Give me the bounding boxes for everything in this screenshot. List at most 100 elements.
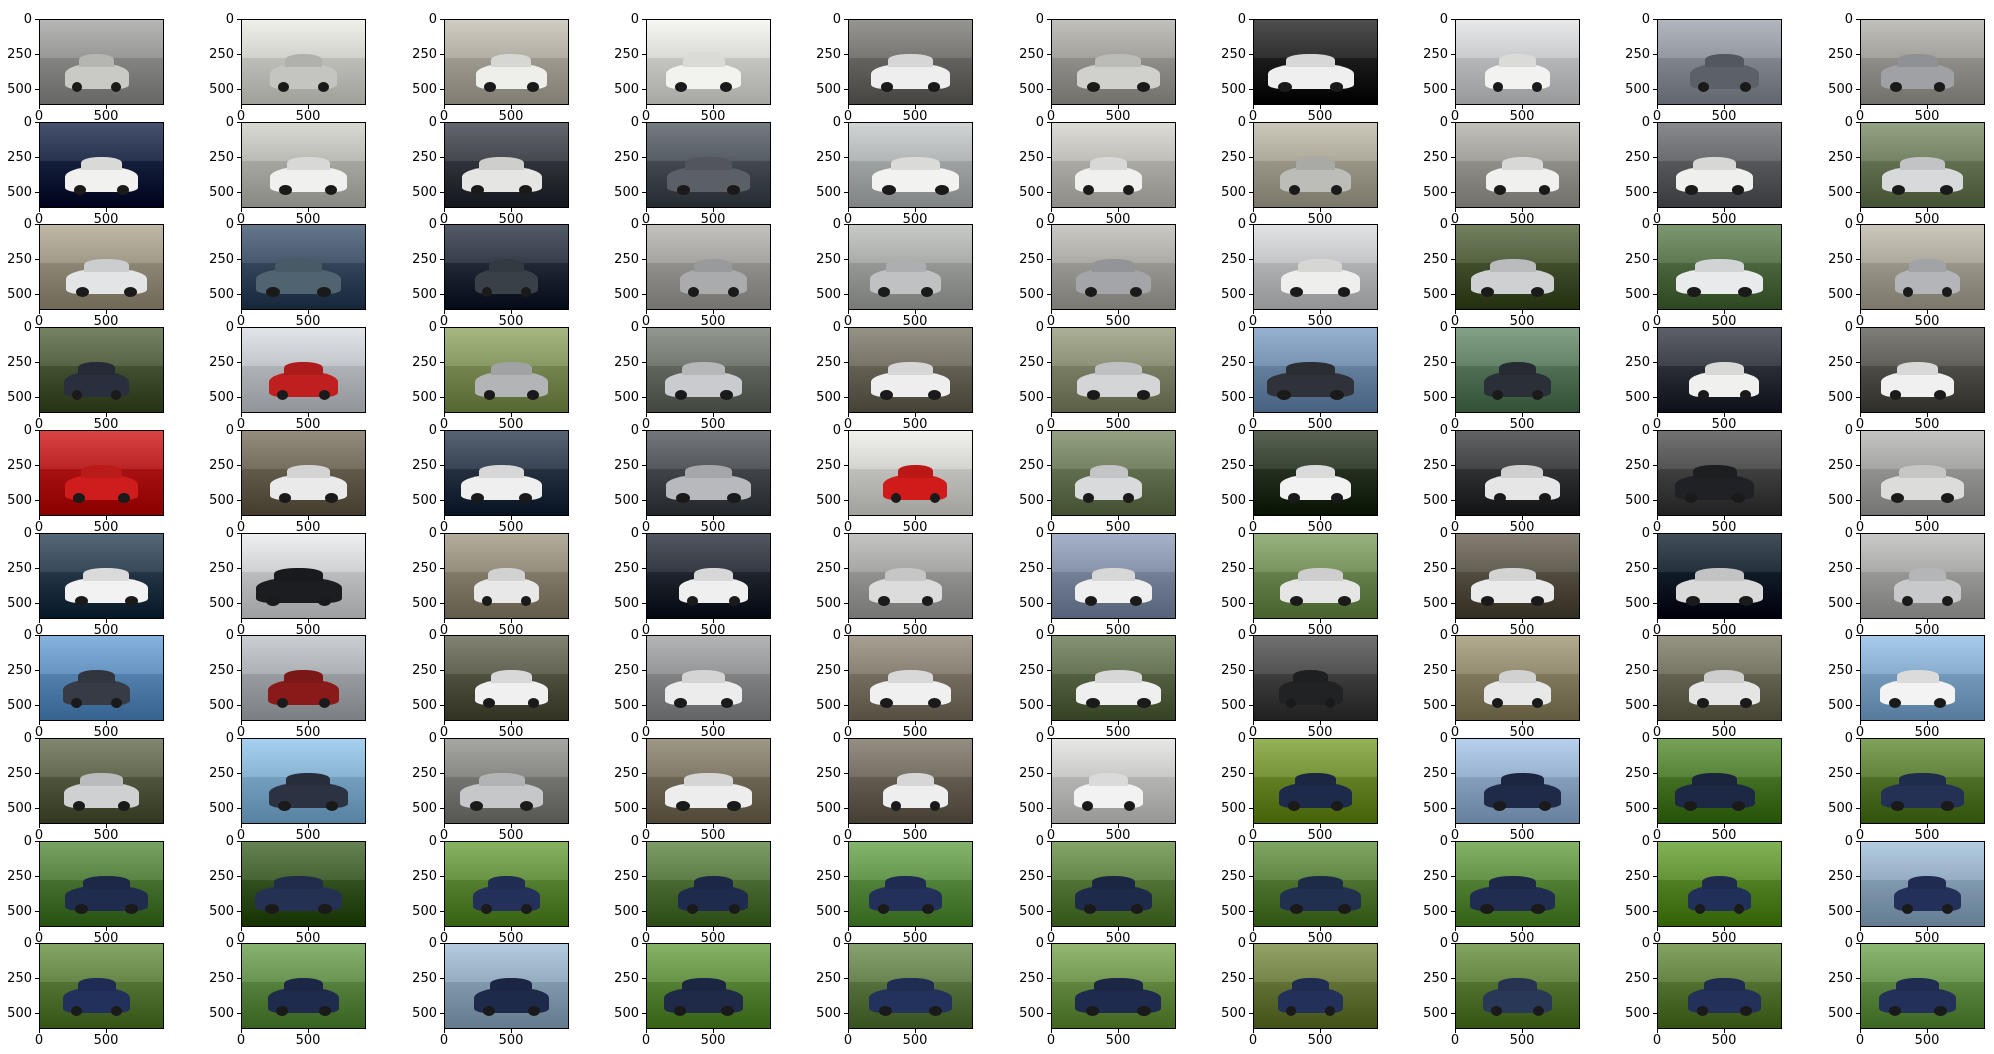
y-tick-mark	[1856, 808, 1860, 809]
y-tick-mark	[1047, 705, 1051, 706]
y-tick-label: 500	[1221, 698, 1246, 713]
x-tick-mark	[1724, 1029, 1725, 1033]
car	[882, 782, 948, 812]
y-tick-label: 0	[1844, 526, 1853, 541]
x-tick-mark	[1051, 413, 1052, 417]
y-tick-label: 0	[1439, 115, 1448, 130]
x-tick-mark	[1522, 310, 1523, 314]
car	[1689, 63, 1759, 93]
y-tick-mark	[237, 54, 241, 55]
x-tick-mark	[444, 413, 445, 417]
y-tick-label: 250	[614, 252, 639, 267]
y-tick-label: 500	[412, 390, 437, 405]
y-tick-label: 500	[209, 698, 234, 713]
y-tick-label: 0	[428, 217, 437, 232]
car	[269, 474, 348, 504]
x-tick-mark	[1657, 721, 1658, 725]
car-photo	[848, 430, 973, 516]
y-tick-label: 250	[1019, 971, 1044, 986]
y-tick-mark	[642, 465, 646, 466]
x-tick-mark	[1118, 310, 1119, 314]
x-tick-label: 0	[34, 212, 44, 227]
x-tick-mark	[646, 105, 647, 109]
y-tick-mark	[237, 773, 241, 774]
x-tick-mark	[1860, 310, 1861, 314]
y-tick-mark	[237, 397, 241, 398]
x-tick-mark	[1253, 413, 1254, 417]
x-tick-mark	[713, 927, 714, 931]
car-photo	[1051, 19, 1176, 105]
y-tick-mark	[1451, 397, 1455, 398]
x-tick-label: 0	[236, 1033, 246, 1048]
x-tick-mark	[241, 516, 242, 520]
y-tick-mark	[237, 670, 241, 671]
car	[1075, 987, 1162, 1017]
x-tick-mark	[848, 1029, 849, 1033]
car	[269, 371, 338, 401]
y-tick-label: 0	[428, 731, 437, 746]
x-tick-mark	[1724, 310, 1725, 314]
y-tick-label: 500	[412, 493, 437, 508]
x-tick-mark	[915, 516, 916, 520]
car-photo	[1253, 841, 1378, 927]
car	[473, 885, 540, 915]
x-tick-mark	[1118, 208, 1119, 212]
x-tick-mark	[1522, 721, 1523, 725]
y-tick-mark	[1249, 568, 1253, 569]
car-photo	[1051, 122, 1176, 208]
y-tick-mark	[642, 294, 646, 295]
y-tick-mark	[1047, 808, 1051, 809]
x-tick-mark	[241, 105, 242, 109]
y-tick-mark	[844, 397, 848, 398]
y-tick-mark	[844, 294, 848, 295]
car-photo	[241, 122, 366, 208]
x-tick-label: 500	[1509, 623, 1535, 638]
y-tick-label: 500	[7, 1006, 32, 1021]
y-tick-mark	[1451, 738, 1455, 739]
y-tick-mark	[1653, 122, 1657, 123]
y-tick-mark	[1856, 911, 1860, 912]
y-tick-label: 500	[1828, 1006, 1853, 1021]
y-tick-mark	[642, 430, 646, 431]
x-tick-label: 0	[1855, 212, 1865, 227]
x-tick-mark	[1455, 927, 1456, 931]
x-tick-mark	[39, 927, 40, 931]
x-tick-mark	[1724, 413, 1725, 417]
y-tick-mark	[844, 430, 848, 431]
x-tick-mark	[646, 824, 647, 828]
y-tick-label: 500	[1221, 493, 1246, 508]
y-tick-mark	[1856, 122, 1860, 123]
car	[1277, 987, 1344, 1017]
y-tick-label: 500	[412, 1006, 437, 1021]
car-photo	[1051, 841, 1176, 927]
y-tick-label: 250	[816, 458, 841, 473]
y-tick-mark	[1653, 773, 1657, 774]
y-tick-mark	[35, 841, 39, 842]
car-photo	[1860, 327, 1985, 413]
y-tick-label: 500	[412, 596, 437, 611]
x-tick-label: 0	[1248, 520, 1258, 535]
y-tick-label: 250	[1019, 355, 1044, 370]
y-tick-label: 0	[630, 320, 639, 335]
y-tick-label: 250	[1019, 47, 1044, 62]
y-tick-label: 250	[1828, 766, 1853, 781]
x-tick-label: 0	[1046, 520, 1056, 535]
x-tick-mark	[511, 105, 512, 109]
x-tick-mark	[1455, 105, 1456, 109]
x-tick-label: 500	[93, 725, 119, 740]
y-tick-label: 250	[7, 971, 32, 986]
y-tick-label: 250	[816, 869, 841, 884]
x-tick-label: 500	[1711, 520, 1737, 535]
y-tick-label: 250	[1828, 458, 1853, 473]
car-photo	[1051, 738, 1176, 824]
x-tick-mark	[1051, 208, 1052, 212]
y-tick-label: 250	[816, 47, 841, 62]
car	[1687, 885, 1752, 915]
car	[64, 474, 139, 504]
y-tick-mark	[1856, 978, 1860, 979]
car	[1484, 371, 1551, 401]
y-tick-label: 500	[1221, 82, 1246, 97]
x-tick-label: 500	[1105, 212, 1131, 227]
x-tick-mark	[444, 619, 445, 623]
x-tick-label: 0	[1652, 725, 1662, 740]
